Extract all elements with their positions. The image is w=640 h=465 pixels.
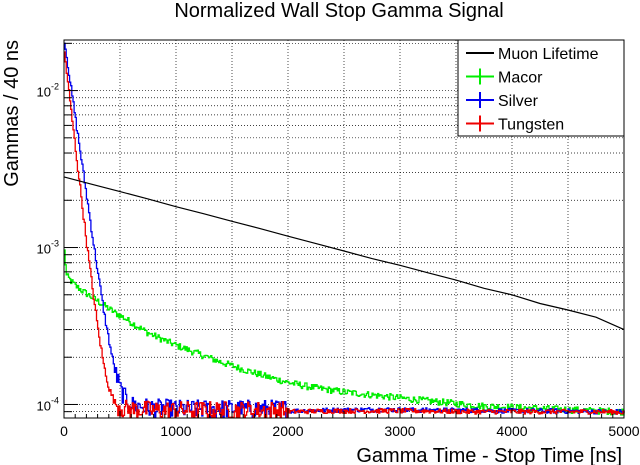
- y-axis-label: Gammas / 40 ns: [1, 40, 23, 187]
- legend-label: Macor: [498, 70, 543, 87]
- x-tick-label: 4000: [496, 423, 527, 439]
- legend-box: [457, 39, 625, 137]
- x-tick-label: 2000: [272, 423, 303, 439]
- x-tick-label: 0: [60, 423, 68, 439]
- series-line-muon-lifetime: [63, 176, 625, 331]
- legend: Muon Lifetime Macor Silver Tungsten: [457, 39, 625, 137]
- y-tick-label: 10-2: [37, 82, 59, 100]
- axes: 0 1000 2000 3000 4000 5000 10-4 10-3 10-2: [37, 42, 640, 439]
- x-tick-label: 3000: [384, 423, 415, 439]
- y-tick-label: 10-3: [37, 239, 59, 257]
- legend-label: Tungsten: [498, 117, 564, 134]
- legend-label: Silver: [498, 93, 539, 110]
- legend-label: Muon Lifetime: [498, 46, 599, 63]
- x-tick-label: 1000: [160, 423, 191, 439]
- y-tick-label: 10-4: [37, 395, 59, 413]
- chart-title: Normalized Wall Stop Gamma Signal: [174, 0, 503, 22]
- x-axis-label: Gamma Time - Stop Time [ns]: [356, 445, 622, 465]
- x-tick-label: 5000: [608, 423, 639, 439]
